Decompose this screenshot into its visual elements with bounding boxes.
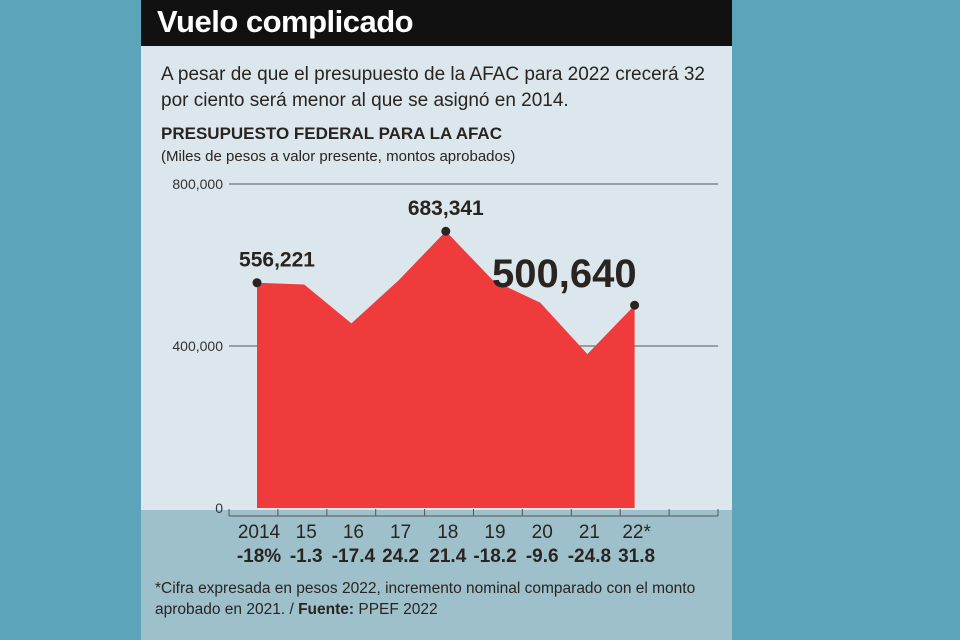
area-series	[257, 231, 635, 509]
change-label: -17.4	[332, 546, 376, 567]
x-tick-label: 2014	[238, 522, 281, 543]
data-point-marker	[252, 278, 262, 288]
page-title: Vuelo complicado	[157, 4, 414, 39]
x-tick-label: 19	[484, 522, 505, 543]
change-label: -1.3	[290, 546, 323, 567]
y-tick-label: 400,000	[172, 338, 223, 354]
chart-subtitle: (Miles de pesos a valor presente, montos…	[161, 148, 516, 165]
change-label: -18.2	[473, 546, 516, 567]
x-tick-label: 20	[532, 522, 553, 543]
change-label: -9.6	[526, 546, 559, 567]
footnote: *Cifra expresada en pesos 2022, incremen…	[155, 578, 730, 620]
data-label: 556,221	[239, 249, 315, 272]
change-label: 31.8	[618, 546, 655, 567]
x-tick-label: 15	[296, 522, 317, 543]
infographic-panel: Vuelo complicado A pesar de que el presu…	[141, 0, 732, 640]
x-tick-label: 17	[390, 522, 411, 543]
intro-text: A pesar de que el presupuesto de la AFAC…	[161, 64, 705, 111]
data-label: 683,341	[408, 197, 484, 220]
change-label: -24.8	[568, 546, 611, 567]
y-tick-label: 800,000	[172, 176, 223, 192]
data-point-marker	[441, 226, 451, 236]
change-label: 21.4	[429, 546, 466, 567]
area-chart: 0 400,000 800,000 2014 -18% 15 -1.3 16 -17.4 17 24…	[172, 176, 719, 567]
change-label: -18%	[237, 546, 281, 567]
x-tick-label: 21	[579, 522, 600, 543]
footnote-text: *Cifra expresada en pesos 2022, incremen…	[155, 580, 696, 618]
change-label: 24.2	[382, 546, 419, 567]
bottom-band	[141, 510, 732, 640]
x-tick-label: 18	[437, 522, 458, 543]
data-label: 500,640	[492, 252, 637, 296]
x-tick-label: 22*	[622, 522, 651, 543]
y-tick-label: 0	[215, 500, 223, 516]
data-point-marker	[630, 300, 640, 310]
title-bar: Vuelo complicado	[141, 0, 732, 46]
source-text: PPEF 2022	[354, 601, 438, 618]
x-tick-label: 16	[343, 522, 364, 543]
chart-title: PRESUPUESTO FEDERAL PARA LA AFAC	[161, 124, 502, 143]
source-label: Fuente:	[298, 601, 355, 618]
